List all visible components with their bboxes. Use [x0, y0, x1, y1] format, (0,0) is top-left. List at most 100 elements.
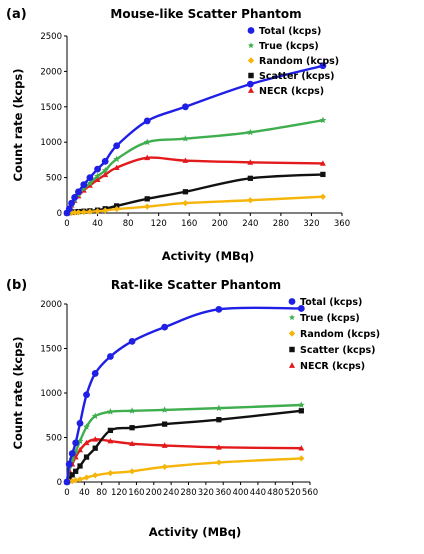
- data-point: [247, 197, 254, 204]
- data-point: [86, 179, 94, 187]
- x-tick-label: 360: [215, 488, 231, 498]
- chart-title: Rat-like Scatter Phantom: [111, 278, 281, 292]
- data-point: [63, 478, 71, 486]
- data-point: [69, 472, 75, 478]
- legend-label: Total (kcps): [259, 26, 321, 37]
- legend-marker: [248, 72, 254, 79]
- data-point: [107, 437, 114, 444]
- series-line: [65, 457, 303, 484]
- series-circle: [63, 305, 305, 486]
- data-point: [72, 477, 79, 484]
- legend: Total (kcps) True (kcps) Random (kcps) Scat…: [288, 297, 380, 372]
- series-square: [64, 408, 304, 485]
- data-point: [181, 135, 189, 142]
- x-tick-label: 40: [92, 219, 103, 229]
- data-point: [319, 116, 327, 124]
- y-tick-label: 0: [57, 209, 62, 219]
- data-point: [113, 142, 121, 150]
- legend-label: NECR (kcps): [300, 361, 365, 372]
- x-tick-label: 120: [111, 488, 127, 498]
- series-circle: [63, 62, 327, 217]
- series-line: [65, 403, 303, 484]
- y-tick-label: 0: [57, 478, 62, 488]
- data-point: [247, 175, 253, 181]
- data-point: [113, 164, 120, 171]
- series-square: [64, 171, 326, 216]
- x-tick-label: 400: [232, 488, 248, 498]
- axes: [66, 304, 310, 483]
- data-point: [298, 445, 305, 451]
- data-point: [161, 442, 168, 448]
- y-tick-label: 2500: [40, 32, 62, 42]
- data-point: [91, 412, 99, 420]
- data-point: [76, 419, 84, 427]
- panel-label: (a): [6, 7, 27, 22]
- data-point: [86, 182, 93, 188]
- data-point: [114, 203, 120, 209]
- legend: Total (kcps) True (kcps) Random (kcps) Scat…: [247, 26, 339, 97]
- data-point: [94, 208, 101, 215]
- data-point: [83, 474, 90, 481]
- data-point: [298, 408, 304, 414]
- data-point: [182, 189, 189, 195]
- x-tick-label: 560: [302, 488, 318, 498]
- data-point: [113, 206, 120, 213]
- data-point: [129, 425, 135, 431]
- x-axis-title: Activity (MBq): [149, 525, 242, 539]
- x-tick-label: 240: [163, 488, 179, 498]
- series-star: [63, 116, 327, 216]
- data-point: [161, 463, 168, 470]
- data-point: [107, 470, 114, 477]
- data-point: [106, 353, 114, 360]
- data-point: [83, 391, 90, 399]
- x-tick-label: 480: [267, 488, 283, 498]
- data-point: [215, 444, 222, 450]
- series-line: [65, 156, 325, 215]
- data-point: [215, 404, 223, 412]
- x-tick-label: 360: [334, 219, 350, 229]
- x-tick-label: 160: [128, 488, 144, 498]
- data-point: [77, 463, 83, 469]
- x-tick-label: 320: [198, 488, 214, 498]
- data-point: [80, 181, 88, 189]
- x-tick-label: 0: [64, 219, 69, 229]
- panel-label: (b): [6, 278, 27, 293]
- data-point: [298, 455, 305, 462]
- data-point: [216, 417, 222, 423]
- data-point: [94, 165, 101, 173]
- data-point: [144, 154, 151, 161]
- x-tick-label: 80: [123, 219, 134, 229]
- legend-label: True (kcps): [259, 41, 319, 52]
- x-tick-label: 200: [146, 488, 162, 498]
- legend-marker: [288, 314, 296, 321]
- x-tick-label: 80: [96, 488, 107, 498]
- data-point: [128, 468, 136, 475]
- data-point: [75, 188, 82, 196]
- data-point: [320, 171, 326, 178]
- data-point: [319, 62, 327, 70]
- y-tick-label: 1500: [40, 103, 62, 113]
- data-point: [75, 209, 82, 216]
- y-tick-label: 1500: [40, 345, 62, 355]
- data-point: [94, 172, 101, 180]
- y-tick-label: 2000: [40, 300, 62, 310]
- y-tick-label: 1000: [40, 138, 62, 148]
- legend-label: NECR (kcps): [259, 86, 324, 97]
- x-tick-label: 520: [285, 488, 301, 498]
- data-point: [113, 155, 121, 163]
- x-tick-label: 0: [64, 488, 69, 498]
- data-point: [161, 323, 169, 331]
- data-point: [72, 439, 80, 447]
- data-point: [71, 194, 79, 201]
- series-line: [65, 306, 303, 484]
- data-point: [129, 440, 136, 447]
- data-point: [92, 472, 99, 479]
- x-tick-label: 320: [303, 219, 319, 229]
- data-point: [94, 176, 101, 183]
- x-tick-label: 240: [242, 219, 258, 229]
- data-point: [161, 421, 168, 427]
- legend-marker: [247, 42, 255, 49]
- data-point: [86, 174, 94, 182]
- data-point: [319, 193, 327, 200]
